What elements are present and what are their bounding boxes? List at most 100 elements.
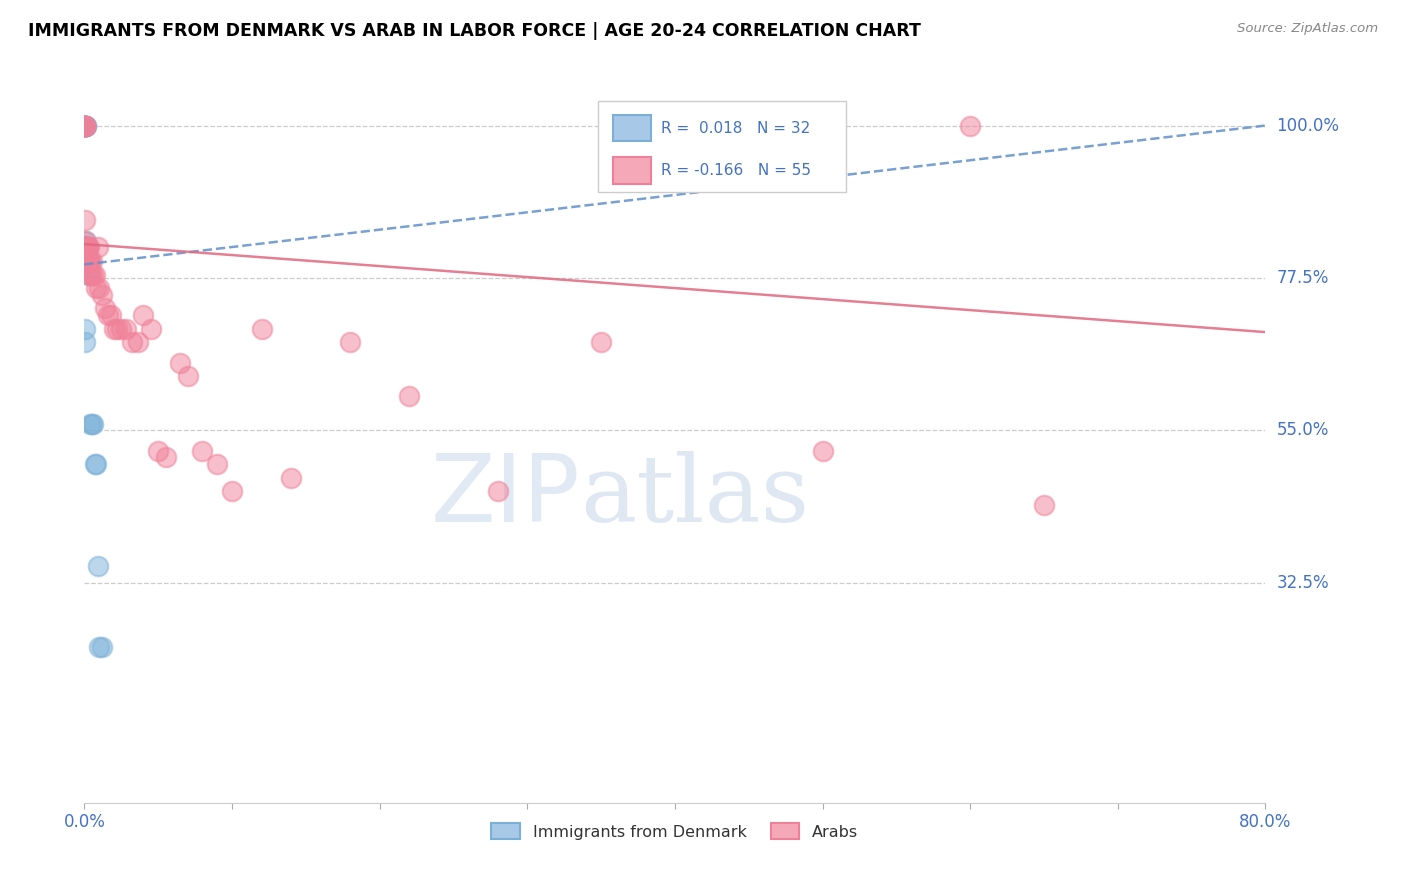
Point: [79, 268, 101, 282]
Point: [75, 234, 97, 248]
Point: [1033, 498, 1056, 512]
Point: [139, 322, 162, 336]
Point: [73, 240, 96, 254]
Point: [398, 389, 420, 403]
Point: [486, 484, 509, 499]
Point: [76, 254, 98, 268]
Point: [191, 443, 214, 458]
Point: [75, 240, 97, 254]
Point: [75, 119, 97, 133]
Point: [221, 484, 243, 499]
Point: [75, 234, 97, 248]
Point: [811, 443, 834, 458]
Point: [110, 322, 132, 336]
Point: [94, 301, 117, 316]
Point: [82, 417, 104, 431]
Point: [177, 369, 200, 384]
Point: [73, 322, 96, 336]
Point: [84, 457, 107, 471]
Point: [75, 254, 97, 268]
Point: [82, 268, 104, 282]
FancyBboxPatch shape: [613, 115, 651, 142]
FancyBboxPatch shape: [598, 101, 846, 192]
Point: [73, 119, 96, 133]
Point: [73, 119, 96, 133]
Point: [91, 288, 114, 302]
Point: [114, 322, 136, 336]
Point: [105, 322, 128, 336]
Point: [75, 213, 97, 227]
Point: [75, 254, 97, 268]
Point: [73, 119, 96, 133]
Point: [591, 335, 613, 350]
Text: 55.0%: 55.0%: [1277, 421, 1329, 439]
Point: [80, 268, 103, 282]
Point: [76, 254, 98, 268]
Point: [959, 119, 981, 133]
Point: [91, 640, 114, 654]
Point: [76, 240, 98, 254]
Point: [77, 254, 100, 268]
Text: 77.5%: 77.5%: [1277, 268, 1329, 287]
Point: [250, 322, 273, 336]
Point: [84, 281, 107, 295]
Point: [76, 240, 98, 254]
Point: [76, 240, 98, 254]
Point: [76, 268, 98, 282]
Point: [79, 417, 101, 431]
Point: [77, 254, 100, 268]
Point: [280, 471, 302, 485]
Point: [79, 260, 101, 275]
Point: [75, 119, 97, 133]
Point: [76, 254, 98, 268]
Point: [77, 254, 100, 268]
Point: [86, 558, 108, 573]
Text: atlas: atlas: [581, 450, 810, 541]
Point: [73, 335, 96, 350]
Point: [83, 457, 105, 471]
Text: 32.5%: 32.5%: [1277, 574, 1329, 591]
Text: R = -0.166   N = 55: R = -0.166 N = 55: [661, 163, 811, 178]
Point: [79, 254, 101, 268]
Point: [75, 119, 97, 133]
Point: [169, 355, 191, 369]
Point: [73, 119, 96, 133]
Point: [83, 268, 105, 282]
Text: 100.0%: 100.0%: [1277, 117, 1340, 135]
Point: [75, 119, 97, 133]
Text: IMMIGRANTS FROM DENMARK VS ARAB IN LABOR FORCE | AGE 20-24 CORRELATION CHART: IMMIGRANTS FROM DENMARK VS ARAB IN LABOR…: [28, 22, 921, 40]
Point: [76, 254, 98, 268]
Point: [76, 240, 98, 254]
Point: [80, 254, 103, 268]
Point: [76, 240, 98, 254]
Point: [148, 443, 170, 458]
Point: [103, 322, 125, 336]
Point: [121, 335, 143, 350]
Point: [132, 308, 155, 322]
Legend: Immigrants from Denmark, Arabs: Immigrants from Denmark, Arabs: [485, 817, 865, 846]
Point: [75, 240, 97, 254]
Point: [97, 308, 120, 322]
Text: R =  0.018   N = 32: R = 0.018 N = 32: [661, 121, 810, 136]
Point: [77, 240, 100, 254]
Point: [75, 240, 97, 254]
Point: [86, 240, 108, 254]
Point: [73, 119, 96, 133]
Point: [155, 450, 177, 465]
Point: [207, 457, 229, 471]
Point: [87, 640, 111, 654]
FancyBboxPatch shape: [613, 158, 651, 184]
Point: [75, 240, 97, 254]
Text: Source: ZipAtlas.com: Source: ZipAtlas.com: [1237, 22, 1378, 36]
Point: [127, 335, 149, 350]
Point: [75, 240, 97, 254]
Point: [75, 119, 97, 133]
Point: [73, 119, 96, 133]
Point: [75, 119, 97, 133]
Point: [339, 335, 361, 350]
Point: [87, 281, 111, 295]
Point: [80, 417, 103, 431]
Point: [100, 308, 122, 322]
Point: [77, 254, 100, 268]
Text: ZIP: ZIP: [430, 450, 581, 541]
